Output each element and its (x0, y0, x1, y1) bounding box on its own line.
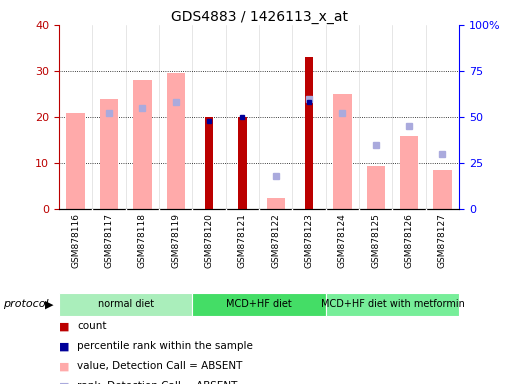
Bar (100, 99, 118, 209)
Bar (205, 117, 213, 209)
Text: GSM878124: GSM878124 (338, 214, 347, 268)
Bar (400, 136, 418, 209)
Bar (238, 117, 247, 209)
Text: GSM878121: GSM878121 (238, 214, 247, 268)
FancyBboxPatch shape (192, 293, 326, 316)
Text: MCD+HF diet with metformin: MCD+HF diet with metformin (321, 299, 464, 309)
Bar (167, 73, 185, 209)
Text: count: count (77, 321, 107, 331)
Bar (133, 80, 151, 209)
Text: GSM878122: GSM878122 (271, 214, 280, 268)
Text: ▶: ▶ (45, 299, 53, 310)
Text: GSM878123: GSM878123 (305, 214, 313, 268)
Bar (67, 113, 85, 209)
Text: ■: ■ (59, 341, 69, 351)
Text: value, Detection Call = ABSENT: value, Detection Call = ABSENT (77, 361, 242, 371)
Text: GSM878125: GSM878125 (371, 214, 380, 268)
Text: normal diet: normal diet (97, 299, 154, 309)
Bar (305, 57, 313, 209)
Text: ■: ■ (59, 321, 69, 331)
Text: GSM878119: GSM878119 (171, 214, 180, 268)
Text: rank, Detection Call = ABSENT: rank, Detection Call = ABSENT (77, 381, 238, 384)
Bar (333, 94, 351, 209)
Text: protocol: protocol (3, 299, 48, 310)
Bar (433, 170, 451, 209)
Bar (267, 198, 285, 209)
Text: GSM878116: GSM878116 (71, 214, 80, 268)
Text: percentile rank within the sample: percentile rank within the sample (77, 341, 253, 351)
Text: GSM878127: GSM878127 (438, 214, 447, 268)
Bar (367, 166, 385, 209)
Text: GSM878117: GSM878117 (105, 214, 113, 268)
Text: ■: ■ (59, 381, 69, 384)
Text: GSM878118: GSM878118 (138, 214, 147, 268)
Text: MCD+HF diet: MCD+HF diet (226, 299, 292, 309)
Text: GSM878126: GSM878126 (405, 214, 413, 268)
Title: GDS4883 / 1426113_x_at: GDS4883 / 1426113_x_at (170, 10, 348, 24)
FancyBboxPatch shape (59, 293, 192, 316)
FancyBboxPatch shape (326, 293, 459, 316)
Text: ■: ■ (59, 361, 69, 371)
Text: GSM878120: GSM878120 (205, 214, 213, 268)
